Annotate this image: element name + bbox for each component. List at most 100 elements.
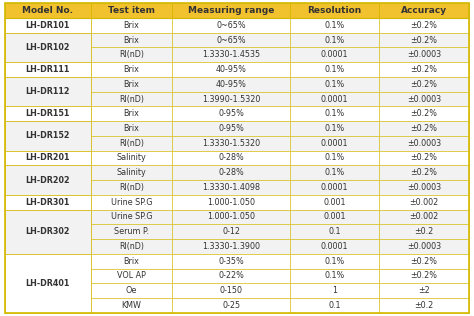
Bar	[291, 195, 379, 210]
Text: 0.1: 0.1	[328, 227, 341, 236]
Bar	[5, 106, 91, 121]
Text: 0.1%: 0.1%	[324, 65, 345, 74]
Bar	[91, 47, 172, 62]
Bar	[91, 3, 172, 18]
Text: 0.0001: 0.0001	[321, 50, 348, 59]
Bar	[172, 224, 291, 239]
Bar	[379, 239, 469, 254]
Text: ±0.002: ±0.002	[410, 212, 438, 222]
Text: Oe: Oe	[126, 286, 137, 295]
Bar	[379, 283, 469, 298]
Text: 0.1%: 0.1%	[324, 21, 345, 30]
Bar	[291, 224, 379, 239]
Bar	[172, 283, 291, 298]
Text: 0-22%: 0-22%	[218, 271, 244, 281]
Text: 40-95%: 40-95%	[216, 65, 246, 74]
Text: ±0.0003: ±0.0003	[407, 94, 441, 104]
Text: ±0.2%: ±0.2%	[410, 168, 438, 177]
Bar	[5, 195, 91, 210]
Text: 0-28%: 0-28%	[219, 168, 244, 177]
Text: LH-DR111: LH-DR111	[26, 65, 70, 74]
Bar	[5, 210, 91, 224]
Text: RI(nD): RI(nD)	[119, 94, 144, 104]
Text: 0~65%: 0~65%	[216, 21, 246, 30]
Text: 0.1%: 0.1%	[324, 109, 345, 118]
Text: 0.1%: 0.1%	[324, 124, 345, 133]
Text: Salinity: Salinity	[117, 168, 146, 177]
Bar	[5, 195, 91, 210]
Text: LH-DR101: LH-DR101	[26, 21, 70, 30]
Bar	[379, 92, 469, 106]
Bar	[172, 151, 291, 165]
Bar	[91, 18, 172, 33]
Bar	[379, 151, 469, 165]
Text: Serum P.: Serum P.	[114, 227, 149, 236]
Bar	[5, 298, 91, 313]
Text: LH-DR201: LH-DR201	[26, 154, 70, 162]
Text: 0.0001: 0.0001	[321, 183, 348, 192]
Bar	[172, 77, 291, 92]
Text: 0.1%: 0.1%	[324, 168, 345, 177]
Bar	[91, 106, 172, 121]
Text: Model No.: Model No.	[22, 6, 73, 15]
Bar	[379, 298, 469, 313]
Text: ±0.2: ±0.2	[414, 227, 434, 236]
Text: 0-150: 0-150	[219, 286, 243, 295]
Text: ±0.2%: ±0.2%	[410, 271, 438, 281]
Bar	[379, 224, 469, 239]
Text: 0.1%: 0.1%	[324, 35, 345, 45]
Text: LH-DR401: LH-DR401	[26, 279, 70, 288]
Bar	[172, 165, 291, 180]
Text: Measuring range: Measuring range	[188, 6, 274, 15]
Bar	[291, 92, 379, 106]
Text: 0.1: 0.1	[328, 301, 341, 310]
Text: ±2: ±2	[418, 286, 430, 295]
Bar	[379, 77, 469, 92]
Bar	[5, 121, 91, 136]
Bar	[5, 254, 91, 313]
Bar	[172, 269, 291, 283]
Text: LH-DR301: LH-DR301	[26, 198, 70, 207]
Text: ±0.2%: ±0.2%	[410, 80, 438, 89]
Bar	[172, 3, 291, 18]
Bar	[291, 298, 379, 313]
Bar	[5, 224, 91, 239]
Text: LH-DR202: LH-DR202	[26, 176, 70, 185]
Bar	[5, 254, 91, 269]
Bar	[379, 180, 469, 195]
Bar	[379, 165, 469, 180]
Bar	[5, 239, 91, 254]
Text: Brix: Brix	[123, 21, 139, 30]
Text: LH-DR102: LH-DR102	[26, 43, 70, 52]
Bar	[172, 18, 291, 33]
Text: ±0.2: ±0.2	[414, 301, 434, 310]
Text: RI(nD): RI(nD)	[119, 183, 144, 192]
Bar	[91, 121, 172, 136]
Text: LH-DR151: LH-DR151	[26, 109, 70, 118]
Text: LH-DR152: LH-DR152	[26, 131, 70, 140]
Bar	[91, 165, 172, 180]
Text: 1.3330-1.4535: 1.3330-1.4535	[202, 50, 260, 59]
Bar	[291, 47, 379, 62]
Bar	[5, 136, 91, 151]
Text: 0.0001: 0.0001	[321, 242, 348, 251]
Bar	[5, 269, 91, 283]
Text: 0.1%: 0.1%	[324, 271, 345, 281]
Text: 0.1%: 0.1%	[324, 257, 345, 266]
Bar	[5, 165, 91, 195]
Text: 1.3330-1.3900: 1.3330-1.3900	[202, 242, 260, 251]
Text: VOL AP: VOL AP	[117, 271, 146, 281]
Bar	[5, 62, 91, 77]
Text: ±0.2%: ±0.2%	[410, 124, 438, 133]
Bar	[291, 239, 379, 254]
Bar	[5, 33, 91, 62]
Text: 0-28%: 0-28%	[219, 154, 244, 162]
Bar	[291, 121, 379, 136]
Text: 0-95%: 0-95%	[218, 109, 244, 118]
Bar	[291, 3, 379, 18]
Bar	[91, 92, 172, 106]
Text: 0.1%: 0.1%	[324, 80, 345, 89]
Bar	[5, 18, 91, 33]
Text: ±0.2%: ±0.2%	[410, 21, 438, 30]
Bar	[5, 18, 91, 33]
